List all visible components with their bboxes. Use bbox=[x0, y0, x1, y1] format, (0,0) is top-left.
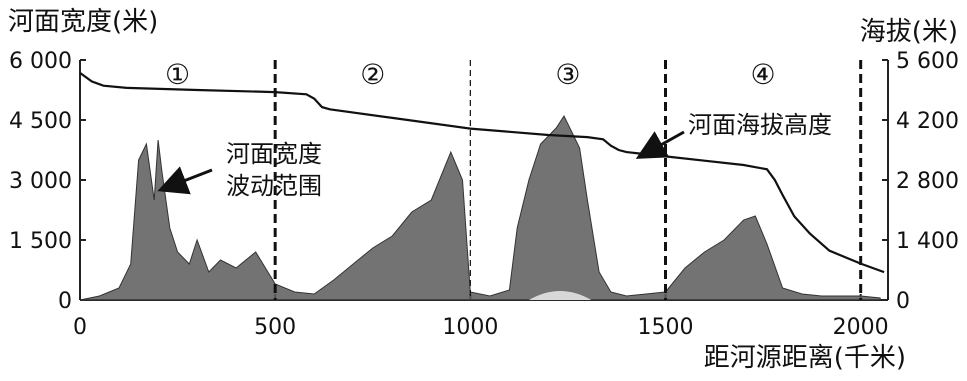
zone-labels: ① ② ③ ④ bbox=[165, 58, 776, 91]
x-axis-ticks: 0 500 1000 1500 2000 bbox=[73, 294, 889, 340]
river-elevation-line bbox=[79, 72, 885, 274]
annotation-width-line1: 河面宽度 bbox=[226, 140, 322, 168]
zone-label: ③ bbox=[555, 58, 580, 91]
river-width-inner-highlight bbox=[528, 291, 592, 300]
y-left-axis-title: 河面宽度(米) bbox=[8, 7, 158, 37]
zone-label: ① bbox=[165, 58, 190, 91]
zone-label: ④ bbox=[751, 58, 776, 91]
x-tick-label: 0 bbox=[73, 315, 87, 340]
annotation-width-line2: 波动范围 bbox=[226, 172, 322, 200]
annotation-width-arrow bbox=[157, 166, 213, 195]
river-width-area bbox=[79, 114, 881, 301]
y-right-axis-title: 海拔(米) bbox=[860, 17, 958, 47]
y-left-tick-label: 1 500 bbox=[9, 229, 72, 254]
zone-label: ② bbox=[360, 58, 385, 91]
x-tick-label: 1000 bbox=[442, 315, 498, 340]
y-left-tick-label: 0 bbox=[58, 289, 72, 314]
x-axis-title: 距河源距离(千米) bbox=[704, 343, 906, 373]
y-left-axis-ticks: 0 1 500 3 000 4 500 6 000 bbox=[9, 49, 86, 314]
y-right-tick-label: 4 200 bbox=[896, 109, 959, 134]
y-right-tick-label: 5 600 bbox=[896, 49, 959, 74]
river-width-band bbox=[79, 114, 881, 301]
x-tick-label: 500 bbox=[254, 315, 296, 340]
x-tick-label: 1500 bbox=[638, 315, 694, 340]
annotation-elevation-arrow bbox=[635, 130, 685, 159]
annotations: 河面宽度 波动范围 河面海拔高度 bbox=[157, 111, 832, 200]
y-left-tick-label: 4 500 bbox=[9, 109, 72, 134]
zone-boundaries bbox=[273, 60, 863, 300]
y-right-tick-label: 1 400 bbox=[896, 229, 959, 254]
y-right-tick-label: 0 bbox=[896, 289, 910, 314]
annotation-elevation: 河面海拔高度 bbox=[688, 111, 832, 139]
x-tick-label: 2000 bbox=[833, 315, 889, 340]
y-right-tick-label: 2 800 bbox=[896, 169, 959, 194]
y-left-tick-label: 6 000 bbox=[9, 49, 72, 74]
y-left-tick-label: 3 000 bbox=[9, 169, 72, 194]
y-right-axis-ticks: 0 1 400 2 800 4 200 5 600 bbox=[882, 49, 959, 314]
